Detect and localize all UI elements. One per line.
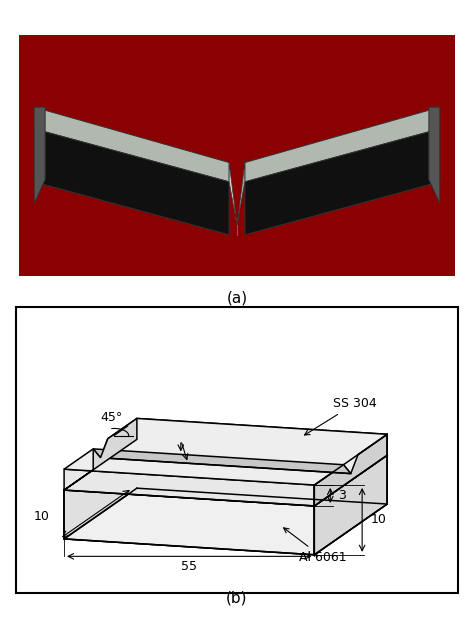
- Polygon shape: [229, 162, 237, 225]
- Text: (b): (b): [226, 590, 248, 605]
- Polygon shape: [314, 455, 387, 555]
- Text: 2: 2: [163, 424, 171, 437]
- Polygon shape: [64, 488, 387, 555]
- Polygon shape: [93, 449, 351, 474]
- Text: 10: 10: [33, 510, 49, 523]
- Text: Al 6061: Al 6061: [283, 528, 346, 564]
- Polygon shape: [64, 418, 387, 485]
- Text: 3: 3: [338, 489, 346, 502]
- Polygon shape: [429, 107, 440, 204]
- Polygon shape: [314, 434, 387, 506]
- Polygon shape: [245, 129, 440, 235]
- Polygon shape: [64, 418, 137, 490]
- Polygon shape: [237, 162, 245, 225]
- Text: 55: 55: [181, 560, 197, 573]
- Text: (a): (a): [227, 290, 247, 305]
- Polygon shape: [245, 107, 440, 182]
- Polygon shape: [34, 129, 229, 235]
- Polygon shape: [64, 490, 314, 555]
- Polygon shape: [64, 439, 387, 506]
- Polygon shape: [137, 418, 387, 455]
- Polygon shape: [34, 107, 229, 182]
- Polygon shape: [64, 469, 314, 506]
- Text: SS 304: SS 304: [305, 397, 377, 435]
- Polygon shape: [64, 439, 137, 539]
- Text: 10: 10: [370, 514, 386, 526]
- Polygon shape: [34, 107, 45, 204]
- Polygon shape: [137, 439, 387, 504]
- Text: 45°: 45°: [101, 411, 123, 425]
